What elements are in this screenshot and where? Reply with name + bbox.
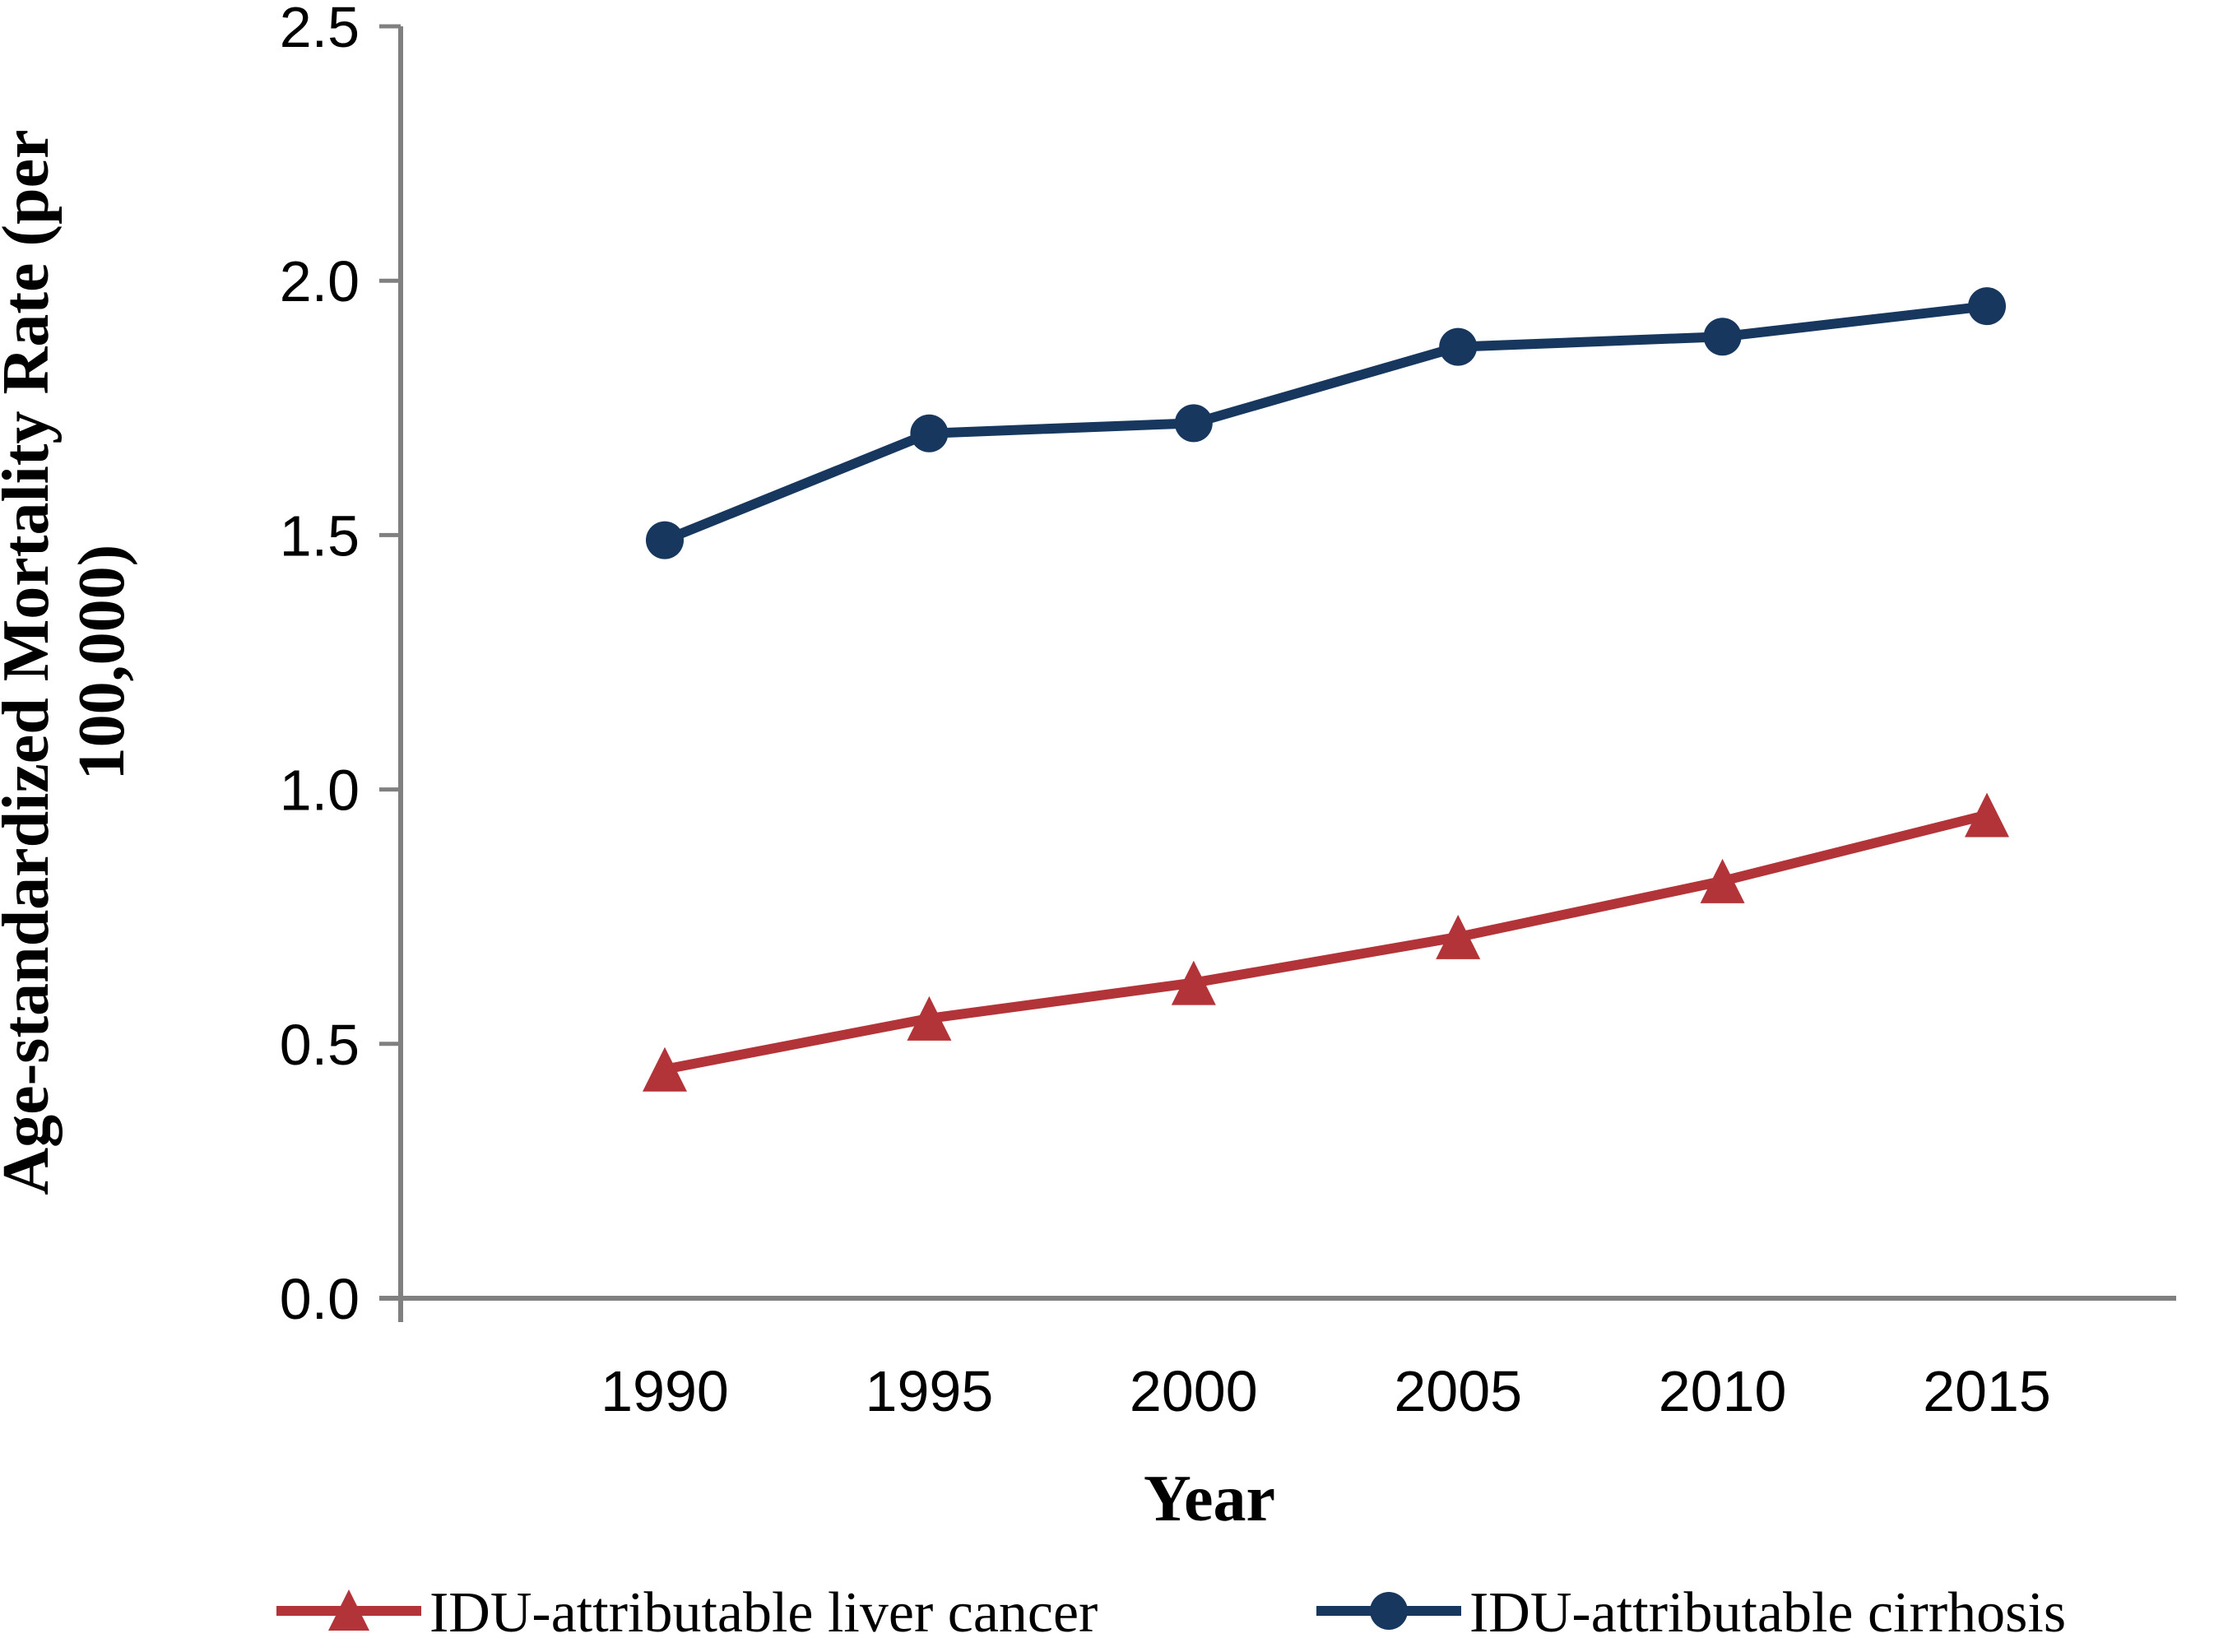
x-tick-label: 1990	[601, 1359, 729, 1423]
series-line	[663, 810, 1989, 1074]
legend-label-cirrhosis: IDU-attributable cirrhosis	[1469, 1581, 2066, 1645]
data-point-triangle	[1436, 914, 1481, 959]
data-point-circle	[910, 414, 949, 452]
data-point-triangle	[907, 995, 952, 1041]
y-tick-label: 2.5	[280, 0, 360, 59]
data-point-triangle	[1965, 792, 2009, 838]
x-tick-label: 2000	[1130, 1359, 1258, 1423]
series-layer	[643, 287, 2009, 1092]
y-axis-title-line2: 100,000)	[66, 545, 138, 781]
y-tick-label: 1.0	[280, 759, 360, 823]
x-tick-label: 1995	[866, 1359, 994, 1423]
legend-triangle-marker	[328, 1589, 369, 1631]
y-tick-label: 0.5	[280, 1013, 360, 1077]
legend-label-liver-cancer: IDU-attributable liver cancer	[429, 1581, 1098, 1645]
data-point-triangle	[643, 1046, 687, 1092]
data-point-circle	[646, 521, 684, 559]
data-point-triangle	[1171, 960, 1216, 1005]
data-point-circle	[1968, 287, 2006, 326]
y-axis-title-line1: Age-standardized Mortality Rate (per	[0, 129, 63, 1195]
x-axis-title: Year	[1144, 1463, 1275, 1535]
legend: IDU-attributable liver cancer IDU-attrib…	[276, 1581, 2066, 1645]
legend-marker-liver-cancer	[276, 1589, 421, 1631]
legend-circle-marker	[1370, 1592, 1408, 1630]
series-liver-cancer	[643, 792, 2009, 1092]
y-tick-label: 1.5	[280, 503, 360, 568]
x-tick-label: 2010	[1659, 1359, 1787, 1423]
data-point-triangle	[1700, 858, 1745, 903]
x-tick-label: 2005	[1394, 1359, 1522, 1423]
y-tick-label: 2.0	[280, 249, 360, 313]
series-cirrhosis	[646, 287, 2006, 559]
legend-marker-cirrhosis	[1316, 1592, 1461, 1630]
y-tick-label: 0.0	[280, 1267, 360, 1331]
series-line	[662, 301, 1988, 545]
data-point-circle	[1703, 318, 1742, 356]
x-tick-label: 2015	[1923, 1359, 2051, 1423]
data-point-circle	[1174, 404, 1213, 443]
data-point-circle	[1439, 327, 1478, 366]
axes-layer: 0.0 0.5 1.0 1.5 2.0 2.5 1990 1995 2000 2005 2010 20…	[280, 0, 2176, 1423]
